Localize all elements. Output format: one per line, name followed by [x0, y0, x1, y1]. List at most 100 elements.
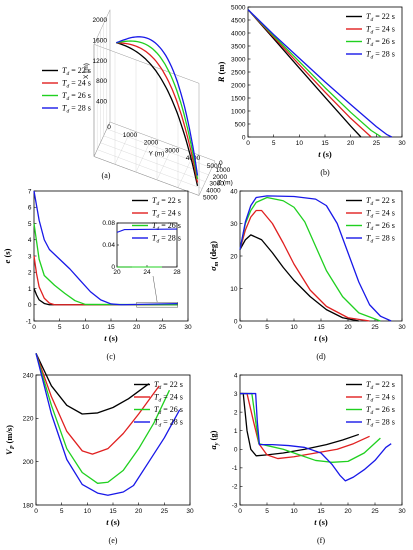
panel-f-series-line-1	[240, 392, 370, 460]
panel-d-series-line-2	[239, 196, 381, 322]
panel-c-series-line-2	[33, 223, 178, 306]
panel-e-legend-label-0: Td = 22 s	[154, 380, 183, 391]
panel-b-series-line-0	[247, 9, 362, 138]
panel-c-ytick-label-1: 0	[28, 302, 32, 309]
panel-d-legend-val-0: = 22 s	[373, 196, 395, 205]
panel-e-xtick-label-3: 15	[109, 508, 117, 515]
panel-c-legend-val-1: = 24 s	[159, 209, 181, 218]
panel-c-zoom-box	[136, 302, 178, 308]
panel-c-legend-var-3: T	[152, 234, 157, 243]
panel-d-series-line-3	[239, 195, 392, 322]
panel-d-xtick-label-3: 15	[317, 324, 325, 331]
panel-c-ytick-label-0: -1	[26, 318, 32, 325]
panel-e-legend-var-3: T	[154, 418, 159, 427]
panel-c-legend-label-0: Td = 22 s	[152, 196, 181, 207]
panel-e-ytick-label-0: 180	[23, 502, 34, 509]
panel-e-ytick-label-2: 220	[23, 416, 34, 423]
panel-a-ztick-label-3: 1600	[93, 37, 108, 44]
panel-a-legend-label-3: Td = 28 s	[62, 104, 91, 115]
panel-a-ylabel: Z (m)	[217, 179, 233, 186]
panel-b-legend-sub-1: d	[370, 30, 373, 36]
panel-f-legend-val-3: = 28 s	[373, 418, 395, 427]
panel-a-grid-x-3000	[156, 67, 174, 180]
panel-e-xlabel-rest: (s)	[109, 517, 120, 527]
panel-e-xtick-label-1: 5	[60, 508, 64, 515]
panel-a-legend-sub-3: d	[66, 109, 69, 115]
panel-a-ytick-label-5: 5000	[203, 195, 218, 202]
panel-c-ytick-label-7: 6	[28, 205, 32, 212]
panel-c-xtick-label-0: 0	[32, 324, 36, 331]
panel-f-ylabel-main: a	[208, 444, 218, 449]
panel-d-xtick-label-1: 5	[265, 324, 269, 331]
panel-c-legend-label-3: Td = 28 s	[152, 234, 181, 245]
panel-a-legend-var-2: T	[62, 91, 67, 100]
panel-e-xtick-label-0: 0	[34, 508, 38, 515]
panel-d-xlabel-main: t	[314, 333, 317, 343]
panel-e-series-line-0	[35, 353, 150, 415]
panel-e-caption: (e)	[109, 536, 118, 545]
panel-f-legend-var-1: T	[366, 393, 371, 402]
panel-b-legend-var-2: T	[366, 37, 371, 46]
panel-b-ytick-label-5: 2500	[231, 69, 246, 76]
panel-b-ylabel-rest: (m)	[216, 62, 226, 77]
panel-b-xtick-label-2: 10	[296, 140, 304, 147]
panel-d-legend-val-2: = 26 s	[373, 221, 395, 230]
panel-b-series-line-1	[247, 9, 372, 138]
panel-a-xtick-label-3: 3000	[165, 147, 180, 154]
panel-b-ytick-label-9: 4500	[231, 17, 246, 24]
panel-d-xlabel-rest: (s)	[317, 333, 328, 343]
panel-a-grid-x-1000	[114, 52, 132, 165]
panel-b-legend-var-1: T	[366, 25, 371, 34]
panel-b-ytick-label-0: 0	[242, 134, 246, 141]
panel-b-legend-sub-3: d	[370, 55, 373, 61]
panel-b-ylabel-main: R	[216, 76, 226, 83]
panel-c-inset-xtick-label-1: 24	[143, 269, 151, 276]
panel-c-inset-series-3	[116, 228, 178, 233]
panel-d-xtick-label-6: 30	[398, 324, 406, 331]
panel-e-xtick-label-4: 20	[135, 508, 143, 515]
panel-f-legend-label-3: Td = 28 s	[366, 418, 395, 429]
panel-f-legend-sub-2: d	[370, 410, 373, 416]
panel-d-legend-sub-1: d	[370, 214, 373, 220]
panel-b-xtick-label-1: 5	[272, 140, 276, 147]
panel-e-legend-val-1: = 24 s	[161, 393, 183, 402]
panel-f-acceleration-plot: 0 5 10 15 20 25 30 -3 -2 -1 0 1 2 3 4 t (s) ay (g) Td = 2…	[208, 372, 406, 545]
panel-d-xtick-label-5: 25	[371, 324, 379, 331]
panel-b-legend-val-1: = 24 s	[373, 25, 395, 34]
panel-c-inset-ytick-label-2: 0.08	[102, 220, 115, 227]
panel-f-ytick-label-0: -3	[232, 502, 238, 509]
panel-b-legend-label-0: Td = 22 s	[366, 12, 395, 23]
panel-a-grid-y-2000	[103, 135, 209, 175]
panel-a-legend-sub-2: d	[66, 96, 69, 102]
panel-b-ylabel: R (m)	[216, 62, 226, 84]
panel-a-trajectory-2	[116, 40, 199, 180]
panel-f-legend-val-2: = 26 s	[373, 405, 395, 414]
panel-d-legend-var-1: T	[366, 209, 371, 218]
panel-f-xtick-label-3: 15	[317, 508, 325, 515]
panel-a-ytick-label-4: 4000	[206, 188, 221, 195]
panel-b-legend-label-3: Td = 28 s	[366, 50, 395, 61]
panel-e-series-line-2	[35, 353, 171, 484]
panel-f-xtick-label-5: 25	[371, 508, 379, 515]
panel-c-legend-sub-3: d	[156, 239, 159, 245]
panel-c-xtick-label-2: 10	[82, 324, 90, 331]
panel-b-xtick-label-6: 30	[398, 140, 406, 147]
panel-f-xtick-label-2: 10	[290, 508, 298, 515]
panel-a-legend-var-0: T	[62, 66, 67, 75]
panel-c-ytick-label-8: 7	[28, 188, 32, 195]
panel-c-xtick-label-4: 20	[133, 324, 141, 331]
panel-a-zlabel: X (m)	[83, 63, 90, 79]
panel-f-legend-var-0: T	[366, 380, 371, 389]
panel-a-legend-var-3: T	[62, 104, 67, 113]
panel-c-xlabel-main: t	[104, 333, 107, 343]
panel-d-ylabel: σm (deg)	[208, 241, 220, 271]
panel-f-legend-val-1: = 24 s	[373, 393, 395, 402]
panel-b-xlabel-rest: (s)	[321, 149, 332, 159]
panel-d-legend-var-2: T	[366, 221, 371, 230]
panel-f-ytick-label-3: 0	[234, 447, 238, 454]
panel-f-legend-label-0: Td = 22 s	[366, 380, 395, 391]
panel-b-ytick-label-2: 1000	[231, 108, 246, 115]
panel-f-xlabel-rest: (s)	[317, 517, 328, 527]
panel-e-ylabel-main: V	[4, 448, 14, 455]
